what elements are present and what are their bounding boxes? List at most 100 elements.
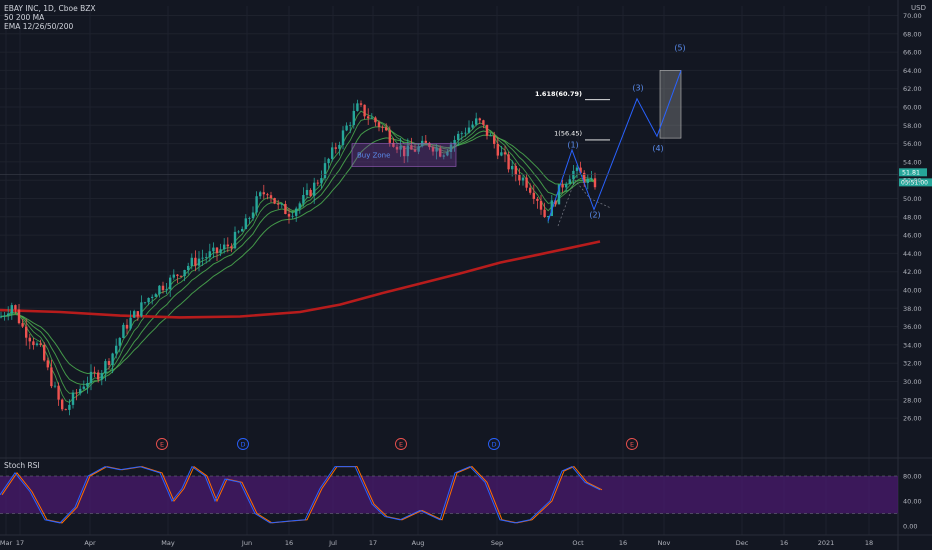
candle-body bbox=[385, 127, 388, 131]
candle-body bbox=[395, 146, 399, 150]
ema-indicator-label[interactable]: EMA 12/26/50/200 bbox=[4, 22, 74, 31]
time-axis[interactable]: Mar 17 Apr May Jun 16 Jul 17 Aug Sep Oct 16 Nov Dec 16… bbox=[0, 539, 873, 547]
candle-body bbox=[133, 311, 136, 318]
x-tick-label: Nov bbox=[658, 539, 671, 547]
candle-body bbox=[313, 182, 316, 196]
candle-body bbox=[115, 345, 118, 354]
candle-body bbox=[377, 122, 381, 127]
candle-body bbox=[305, 189, 309, 196]
candle-body bbox=[298, 203, 301, 209]
candle-body bbox=[280, 203, 283, 205]
candle-body bbox=[359, 103, 363, 105]
event-label: E bbox=[160, 441, 164, 449]
candle-body bbox=[215, 247, 219, 253]
candle-body bbox=[46, 360, 49, 368]
x-tick-label: 17 bbox=[369, 539, 377, 547]
candle-body bbox=[557, 184, 561, 205]
candle-body bbox=[75, 392, 78, 394]
candle-body bbox=[521, 177, 525, 181]
stoch-rsi-panel bbox=[0, 465, 898, 524]
candle-body bbox=[158, 285, 161, 295]
candle-body bbox=[579, 167, 582, 173]
earnings-marker bbox=[156, 438, 168, 450]
candle-body bbox=[244, 218, 247, 230]
candle-body bbox=[68, 404, 71, 410]
candle-body bbox=[10, 305, 13, 314]
target-box bbox=[659, 70, 682, 139]
x-tick-label: Oct bbox=[572, 539, 584, 547]
candle-body bbox=[482, 120, 485, 125]
earnings-marker bbox=[626, 438, 638, 450]
y-tick-label: 36.00 bbox=[903, 323, 922, 331]
candle-body bbox=[464, 132, 467, 134]
ma-indicator-label[interactable]: 50 200 MA bbox=[4, 13, 45, 22]
buy-zone-label: Buy Zone bbox=[357, 151, 390, 159]
candle-body bbox=[392, 142, 395, 147]
candle-body bbox=[287, 214, 291, 217]
x-tick-label: Sep bbox=[491, 539, 503, 547]
candle-body bbox=[187, 265, 190, 271]
x-tick-label: Aug bbox=[412, 539, 425, 547]
candle-body bbox=[219, 249, 222, 253]
candle-body bbox=[277, 203, 280, 205]
candle-body bbox=[14, 305, 17, 310]
candle-body bbox=[201, 257, 204, 259]
stoch-rsi-band bbox=[0, 476, 898, 514]
candle-body bbox=[345, 125, 348, 131]
stoch-rsi-label[interactable]: Stoch RSI bbox=[4, 461, 40, 470]
candle-body bbox=[302, 195, 305, 204]
candle-body bbox=[35, 343, 39, 346]
x-tick-label: 16 bbox=[780, 539, 788, 547]
y-tick-label: 58.00 bbox=[903, 122, 922, 130]
buy-zone-box bbox=[351, 143, 457, 167]
y-tick-label: 28.00 bbox=[903, 396, 922, 404]
stoch-rsi-k-line bbox=[0, 465, 601, 524]
candle-body bbox=[406, 145, 409, 157]
candle-body bbox=[179, 275, 183, 277]
candle-body bbox=[331, 147, 334, 159]
candle-body bbox=[554, 200, 557, 205]
candle-body bbox=[532, 192, 535, 199]
candle-body bbox=[32, 341, 35, 346]
y-tick-label: 64.00 bbox=[903, 67, 922, 75]
candle-body bbox=[183, 270, 186, 277]
candle-body bbox=[197, 258, 201, 266]
y-tick-label: 68.00 bbox=[903, 30, 922, 38]
candle-body bbox=[71, 392, 75, 405]
candle-body bbox=[161, 285, 165, 291]
candle-body bbox=[363, 104, 366, 117]
last-price-badge bbox=[899, 168, 927, 177]
candle-body bbox=[370, 117, 373, 119]
wave-label: (2) bbox=[589, 211, 600, 220]
candle-body bbox=[154, 294, 157, 297]
fib-1-label: 1(56.45) bbox=[554, 129, 582, 137]
candle-body bbox=[536, 198, 539, 201]
candle-body bbox=[273, 198, 276, 204]
candle-body bbox=[50, 367, 53, 387]
y-tick-label: 42.00 bbox=[903, 268, 922, 276]
event-label: D bbox=[491, 441, 496, 449]
price-axis[interactable]: 26.00 28.00 30.00 32.00 34.00 36.00 38.00 40.00… bbox=[903, 12, 922, 531]
candle-body bbox=[107, 361, 111, 365]
candle-body bbox=[205, 257, 208, 258]
candle-body bbox=[381, 126, 384, 128]
wave-label: (1) bbox=[567, 140, 578, 149]
candle-body bbox=[334, 147, 337, 149]
candle-body bbox=[547, 216, 550, 218]
candle-body bbox=[248, 218, 251, 219]
x-tick-label: 16 bbox=[619, 539, 627, 547]
symbol-title[interactable]: EBAY INC, 1D, Cboe BZX bbox=[4, 4, 96, 13]
candle-body bbox=[212, 247, 215, 252]
dividend-marker bbox=[237, 438, 249, 450]
y-tick-label: 46.00 bbox=[903, 232, 922, 240]
dividend-marker bbox=[488, 438, 500, 450]
candle-body bbox=[147, 297, 150, 303]
candle-body bbox=[230, 246, 233, 249]
candle-body bbox=[338, 144, 341, 149]
candle-body bbox=[493, 135, 496, 144]
y-tick-label: 40.00 bbox=[903, 287, 922, 295]
candle-body bbox=[403, 145, 406, 157]
candle-body bbox=[496, 143, 499, 156]
